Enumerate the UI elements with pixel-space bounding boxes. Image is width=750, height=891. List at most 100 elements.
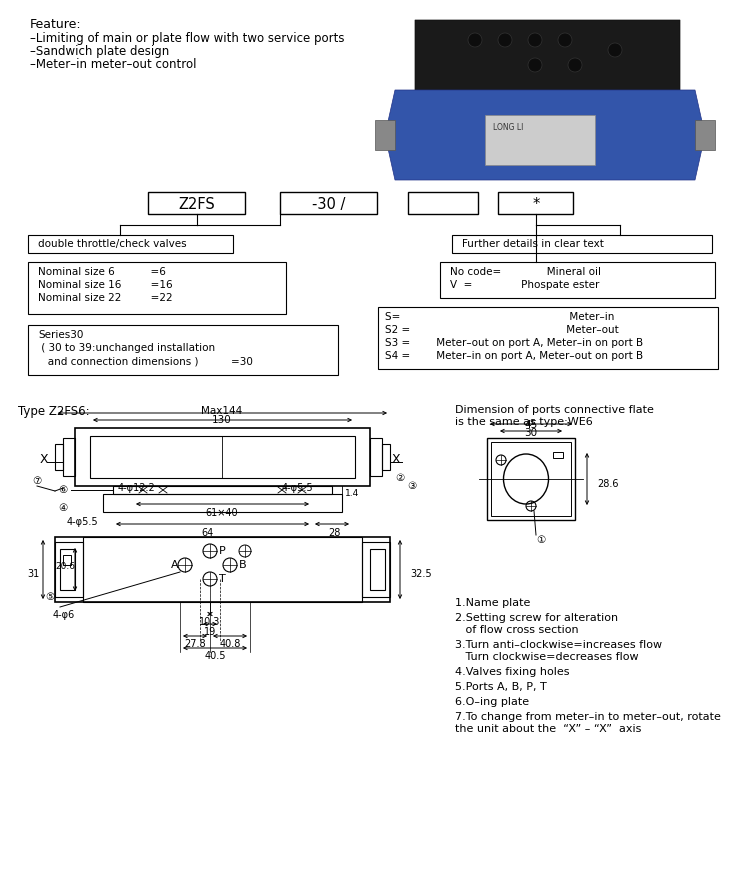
Bar xyxy=(113,486,332,494)
Circle shape xyxy=(528,58,542,72)
Text: ⑦: ⑦ xyxy=(32,476,42,486)
Text: X: X xyxy=(40,453,49,466)
Text: ⑥: ⑥ xyxy=(58,485,68,495)
Text: ④: ④ xyxy=(58,503,68,513)
Text: T: T xyxy=(219,574,226,584)
Text: 28.6: 28.6 xyxy=(597,479,619,489)
Text: –Limiting of main or plate flow with two service ports: –Limiting of main or plate flow with two… xyxy=(30,32,344,45)
Polygon shape xyxy=(415,20,680,125)
Text: 1.4: 1.4 xyxy=(345,489,359,498)
Text: Further details in clear text: Further details in clear text xyxy=(462,239,604,249)
Text: 32.5: 32.5 xyxy=(410,569,432,579)
Text: double throttle/check valves: double throttle/check valves xyxy=(38,239,187,249)
Bar xyxy=(382,444,390,470)
Bar xyxy=(452,235,712,253)
Bar xyxy=(553,452,563,458)
Text: 6.O–ing plate: 6.O–ing plate xyxy=(455,697,530,707)
Text: ③: ③ xyxy=(407,481,417,491)
Text: S3 =        Meter–out on port A, Meter–in on port B: S3 = Meter–out on port A, Meter–in on po… xyxy=(385,338,643,348)
Bar xyxy=(55,542,83,597)
Circle shape xyxy=(568,58,582,72)
Text: 20.6: 20.6 xyxy=(55,562,75,571)
Text: Nominal size 22         =22: Nominal size 22 =22 xyxy=(38,293,173,303)
Bar xyxy=(485,115,595,165)
Bar xyxy=(75,428,370,486)
Circle shape xyxy=(498,33,512,47)
Text: S2 =                                                Meter–out: S2 = Meter–out xyxy=(385,325,619,335)
Text: –Sandwich plate design: –Sandwich plate design xyxy=(30,45,170,58)
Text: 2.Setting screw for alteration: 2.Setting screw for alteration xyxy=(455,613,618,623)
Text: 4-φ6: 4-φ6 xyxy=(53,610,75,620)
Text: Max144: Max144 xyxy=(201,406,243,416)
Text: and connection dimensions )          =30: and connection dimensions ) =30 xyxy=(38,356,253,366)
Text: -30 /: -30 / xyxy=(312,197,346,212)
Text: 64: 64 xyxy=(201,528,213,538)
Bar xyxy=(440,262,715,298)
Text: Nominal size 6           =6: Nominal size 6 =6 xyxy=(38,267,166,277)
Bar xyxy=(55,537,390,602)
Circle shape xyxy=(528,33,542,47)
Bar xyxy=(370,438,382,476)
Polygon shape xyxy=(385,90,705,180)
Bar xyxy=(90,436,355,478)
Text: 7.To change from meter–in to meter–out, rotate: 7.To change from meter–in to meter–out, … xyxy=(455,712,721,722)
Text: No code=              Mineral oil: No code= Mineral oil xyxy=(450,267,601,277)
Bar xyxy=(375,120,395,150)
Text: 5.Ports A, B, P, T: 5.Ports A, B, P, T xyxy=(455,682,547,692)
Bar xyxy=(28,235,233,253)
Text: ①: ① xyxy=(536,535,545,545)
Circle shape xyxy=(608,43,622,57)
Text: 28: 28 xyxy=(328,528,340,538)
Text: –Meter–in meter–out control: –Meter–in meter–out control xyxy=(30,58,196,71)
Bar xyxy=(498,192,573,214)
Text: Series30: Series30 xyxy=(38,330,83,340)
Text: 31: 31 xyxy=(27,569,39,579)
Text: ②: ② xyxy=(395,473,405,483)
Text: 4-φ5.5: 4-φ5.5 xyxy=(67,517,99,527)
Text: of flow cross section: of flow cross section xyxy=(455,625,579,635)
Text: 4.Valves fixing holes: 4.Valves fixing holes xyxy=(455,667,569,677)
Text: 10.3: 10.3 xyxy=(200,617,220,627)
Text: P: P xyxy=(219,546,226,556)
Bar xyxy=(408,192,478,214)
Text: Dimension of ports connective flate
is the same as type:WE6: Dimension of ports connective flate is t… xyxy=(455,405,654,427)
Text: Feature:: Feature: xyxy=(30,18,82,31)
Text: 30: 30 xyxy=(524,428,538,438)
Text: V  =               Phospate ester: V = Phospate ester xyxy=(450,280,599,290)
Circle shape xyxy=(468,33,482,47)
Bar xyxy=(491,442,571,516)
Text: 4-φ12.2: 4-φ12.2 xyxy=(118,483,156,493)
Bar xyxy=(487,438,575,520)
Bar xyxy=(63,555,71,565)
Text: 3.Turn anti–clockwise=increases flow: 3.Turn anti–clockwise=increases flow xyxy=(455,640,662,650)
Text: 45: 45 xyxy=(524,420,538,430)
Bar xyxy=(103,494,342,512)
Text: LONG LI: LONG LI xyxy=(493,123,524,132)
Bar xyxy=(55,444,63,470)
Text: 61×40: 61×40 xyxy=(206,508,238,518)
Text: Type Z2FS6:: Type Z2FS6: xyxy=(18,405,90,418)
Text: ( 30 to 39:unchanged installation: ( 30 to 39:unchanged installation xyxy=(38,343,215,353)
Bar xyxy=(378,307,718,369)
Bar xyxy=(695,120,715,150)
Text: B: B xyxy=(239,560,247,570)
Text: S4 =        Meter–in on port A, Meter–out on port B: S4 = Meter–in on port A, Meter–out on po… xyxy=(385,351,643,361)
Bar xyxy=(280,192,377,214)
Bar xyxy=(63,438,75,476)
Bar xyxy=(28,262,286,314)
Text: 19: 19 xyxy=(204,627,216,637)
Bar xyxy=(148,192,245,214)
Text: 130: 130 xyxy=(212,415,232,425)
Text: Turn clockwise=decreases flow: Turn clockwise=decreases flow xyxy=(455,652,638,662)
Bar xyxy=(28,325,338,375)
Text: Z2FS: Z2FS xyxy=(178,197,215,212)
Circle shape xyxy=(558,33,572,47)
Bar xyxy=(362,542,390,597)
Text: 40.5: 40.5 xyxy=(204,651,226,661)
Text: *: * xyxy=(532,197,540,212)
Text: 1.Name plate: 1.Name plate xyxy=(455,598,530,608)
Bar xyxy=(60,549,75,590)
Text: 40.8: 40.8 xyxy=(219,639,241,649)
Text: Nominal size 16         =16: Nominal size 16 =16 xyxy=(38,280,173,290)
Bar xyxy=(83,537,362,602)
